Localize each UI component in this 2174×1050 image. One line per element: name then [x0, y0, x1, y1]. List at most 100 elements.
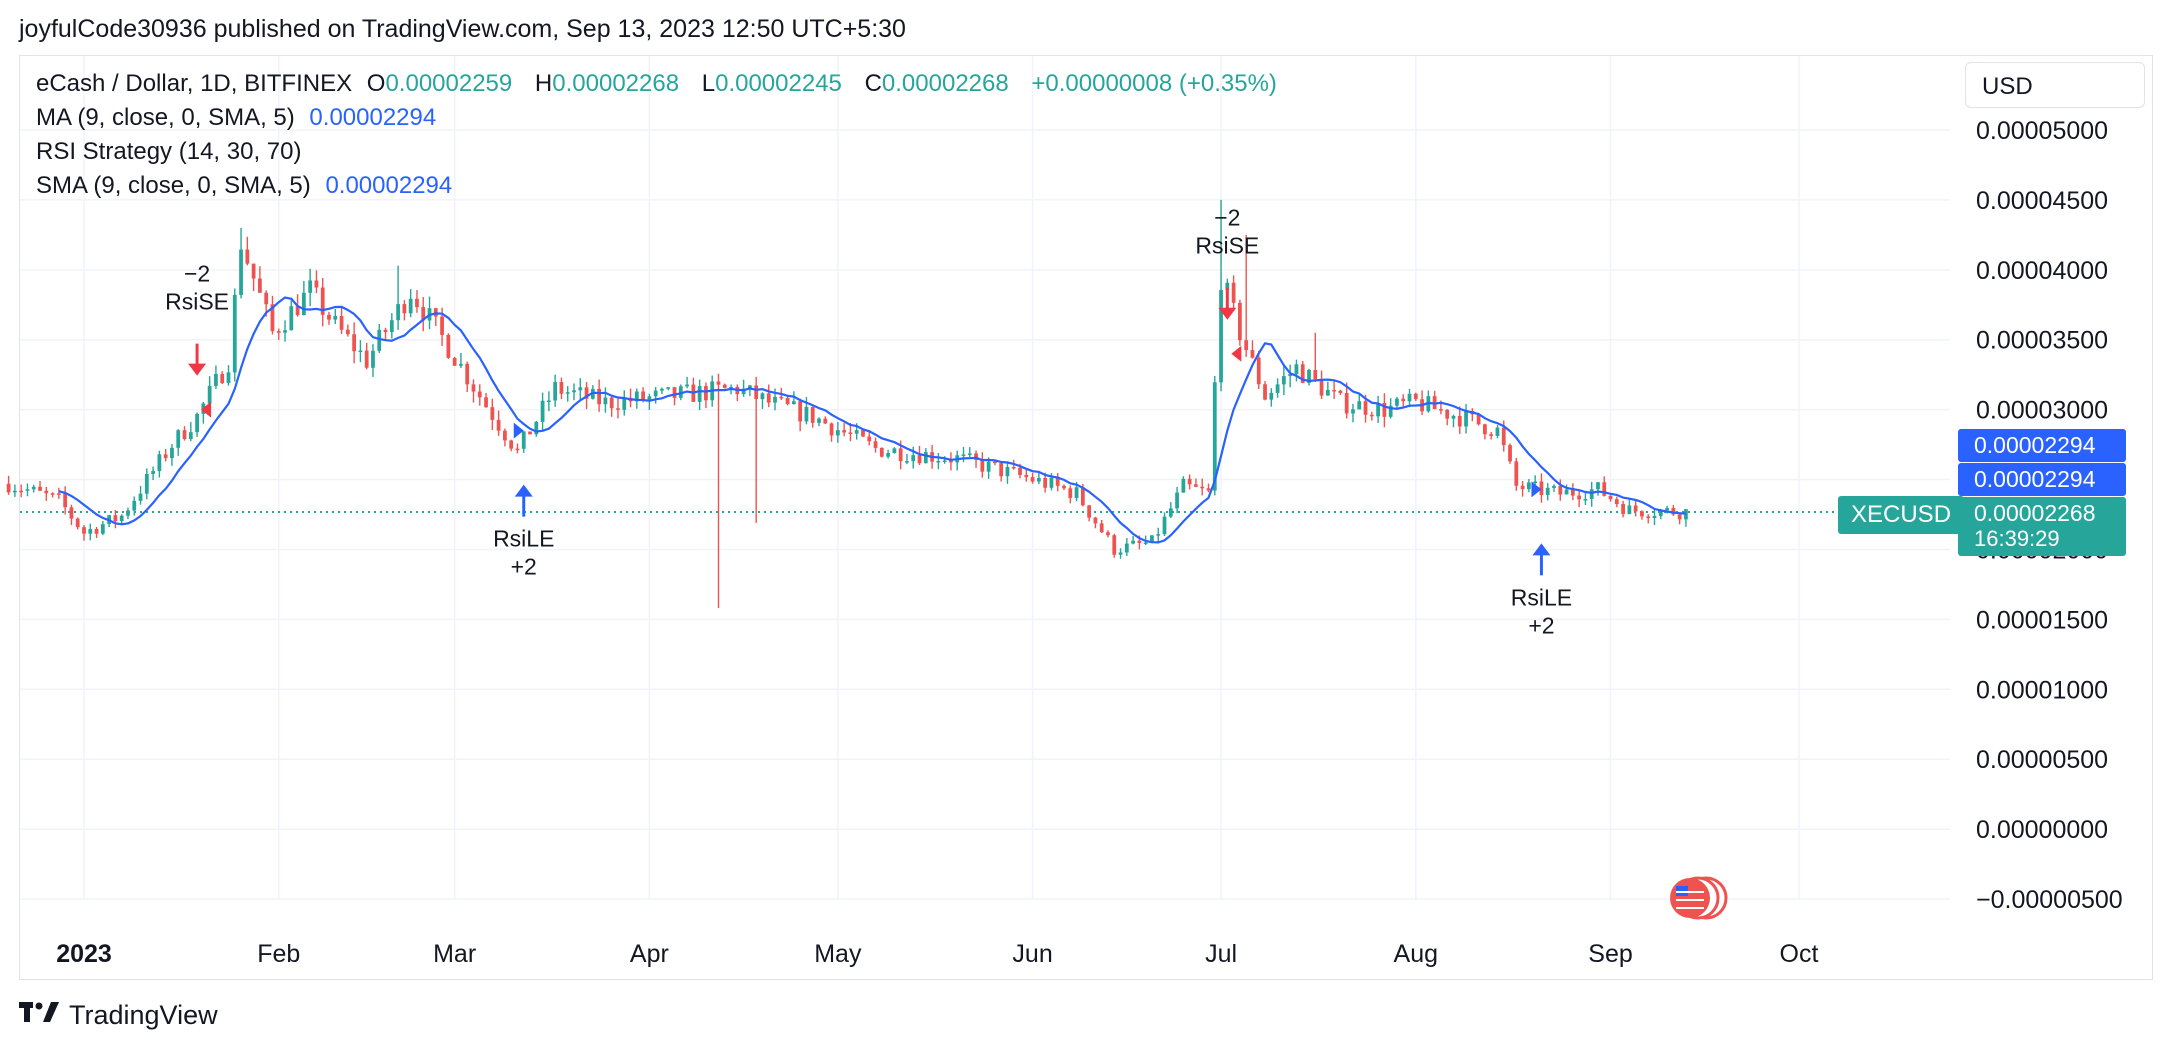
candle-body	[1577, 495, 1582, 500]
x-tick-label: 2023	[56, 940, 112, 968]
candle-body	[496, 419, 501, 431]
ma-price-tag: 0.00002294	[1958, 429, 2126, 462]
candle-body	[823, 418, 828, 424]
candle-body	[886, 453, 890, 457]
legend-rsi-label: RSI Strategy (14, 30, 70)	[36, 138, 302, 165]
brand-name: TradingView	[69, 1000, 218, 1030]
candle-body	[1143, 542, 1148, 544]
legend-rsi-row[interactable]: RSI Strategy (14, 30, 70)	[36, 138, 309, 166]
candle-body	[993, 461, 997, 464]
legend-ma-row[interactable]: MA (9, close, 0, SMA, 5) 0.00002294	[36, 104, 444, 132]
candle-body	[289, 306, 294, 331]
y-tick-label: 0.00004000	[1976, 257, 2108, 285]
candle-body	[1055, 478, 1060, 486]
candle-body	[565, 392, 570, 394]
candle-body	[75, 518, 80, 528]
candle-body	[641, 391, 645, 401]
candle-body	[609, 397, 614, 409]
sell-arrow-icon	[1218, 307, 1237, 320]
candle-body	[88, 529, 93, 534]
candle-body	[578, 387, 583, 391]
candle-body	[791, 401, 796, 405]
candle-body	[38, 486, 42, 491]
legend-sma-value: 0.00002294	[325, 172, 453, 199]
candle-body	[722, 384, 727, 388]
candle-body	[490, 407, 495, 420]
candle-body	[1099, 523, 1104, 533]
candle-body	[867, 436, 872, 442]
publish-line: joyfulCode30936 published on TradingView…	[19, 15, 906, 43]
candle-body	[741, 388, 746, 395]
candle-body	[207, 385, 212, 404]
candle-body	[1413, 393, 1418, 400]
candle-body	[804, 406, 809, 422]
candle-body	[603, 397, 608, 405]
symbol-tag: XECUSD	[1838, 496, 1965, 534]
candle-body	[333, 316, 338, 320]
y-tick-label: 0.00001000	[1976, 676, 2108, 704]
candle-body	[1357, 401, 1362, 410]
legend-close-value: 0.00002268	[881, 70, 1009, 97]
candle-body	[704, 386, 708, 401]
candle-body	[660, 388, 664, 391]
candle-body	[817, 418, 821, 423]
legend-symbol[interactable]: eCash / Dollar, 1D, BITFINEX	[36, 70, 353, 97]
candle-body	[509, 440, 514, 449]
candle-body	[25, 489, 30, 491]
candle-body	[1596, 482, 1600, 490]
legend-symbol-row: eCash / Dollar, 1D, BITFINEX O0.00002259…	[36, 70, 1285, 98]
candle-body	[421, 307, 426, 321]
x-tick-label: Apr	[630, 940, 669, 968]
candle-body	[634, 391, 639, 402]
signal-qty: −2	[184, 261, 210, 287]
candle-body	[798, 401, 803, 422]
candle-body	[13, 490, 17, 493]
candle-body	[44, 490, 49, 494]
y-tick-label: 0.00000000	[1976, 816, 2108, 844]
candle-body	[119, 515, 124, 522]
candle-body	[980, 459, 985, 472]
candle-body	[1351, 409, 1355, 414]
brand[interactable]: TradingView	[19, 1000, 218, 1031]
candle-body	[936, 460, 941, 463]
candle-body	[622, 397, 627, 410]
candle-body	[132, 500, 137, 511]
ma-line	[58, 296, 1686, 544]
candle-body	[760, 393, 765, 400]
candle-body	[63, 493, 68, 508]
candle-body	[961, 454, 966, 456]
candle-body	[100, 524, 105, 534]
candle-body	[1325, 389, 1330, 396]
candle-body	[892, 448, 897, 454]
candle-body	[1231, 282, 1236, 303]
candle-body	[1464, 410, 1468, 427]
candle-body	[371, 350, 375, 368]
currency-selector[interactable]: USD	[1965, 62, 2145, 108]
y-tick-label: 0.00003000	[1976, 397, 2108, 425]
legend-close-label: C	[864, 70, 882, 97]
candle-body	[295, 306, 300, 315]
us-flag-icon	[1670, 878, 1710, 918]
candle-body	[396, 304, 400, 321]
buy-marker-icon	[1531, 481, 1542, 498]
candle-body	[1621, 504, 1625, 514]
candle-body	[1244, 340, 1249, 351]
candle-body	[358, 350, 363, 353]
legend-open-value: 0.00002259	[385, 70, 513, 97]
candle-body	[647, 396, 652, 401]
candle-body	[251, 263, 256, 279]
candle-body	[157, 454, 162, 472]
candle-body	[521, 431, 526, 449]
candle-body	[1363, 401, 1368, 415]
candle-body	[50, 493, 55, 495]
signal-label: RsiLE	[1511, 584, 1572, 610]
candle-body	[1256, 357, 1261, 385]
candle-body	[195, 413, 199, 433]
candle-body	[1137, 540, 1142, 544]
candle-body	[258, 278, 262, 293]
candle-body	[1281, 376, 1286, 385]
candle-body	[1395, 398, 1399, 406]
candle-body	[1118, 552, 1123, 555]
legend-sma-row[interactable]: SMA (9, close, 0, SMA, 5) 0.00002294	[36, 172, 460, 200]
